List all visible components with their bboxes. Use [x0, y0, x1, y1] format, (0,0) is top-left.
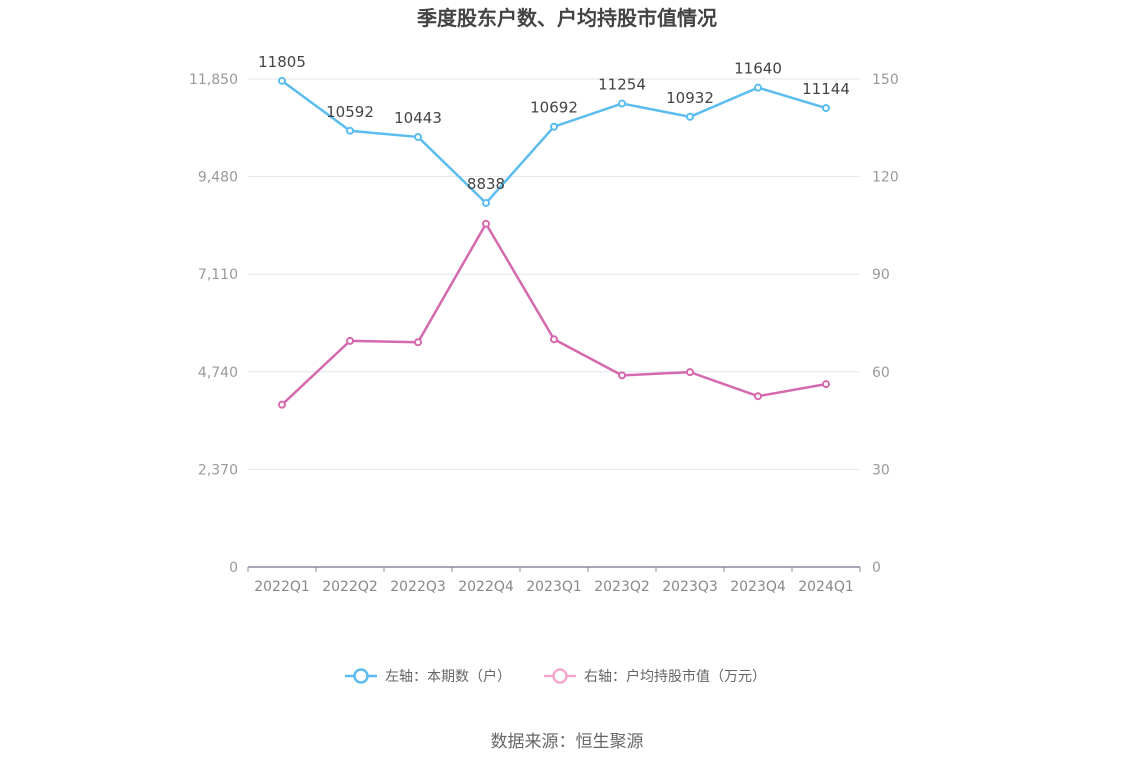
data-point[interactable] [482, 199, 490, 208]
y-right-tick-label: 150 [872, 72, 899, 88]
data-point[interactable] [754, 392, 762, 401]
legend-label: 左轴：本期数（户） [385, 668, 511, 685]
data-point[interactable] [618, 99, 626, 108]
y-left-tick-label: 9,480 [198, 170, 238, 186]
y-right-tick-label: 90 [872, 267, 890, 283]
grid [248, 78, 860, 470]
data-label: 11254 [598, 76, 646, 94]
data-point[interactable] [822, 380, 830, 389]
data-point[interactable] [822, 104, 830, 113]
y-left-tick-label: 4,740 [198, 365, 238, 381]
x-tick-label: 2023Q4 [730, 579, 786, 595]
data-point[interactable] [278, 76, 286, 85]
data-label: 10932 [666, 89, 714, 107]
data-point[interactable] [550, 122, 558, 131]
data-label: 11144 [802, 80, 850, 98]
y-left-tick-label: 11,850 [189, 72, 238, 88]
y-right-tick-label: 30 [872, 462, 890, 478]
y-right-tick-label: 60 [872, 365, 890, 381]
x-tick-label: 2023Q1 [526, 579, 582, 595]
data-label: 10443 [394, 109, 442, 127]
data-point[interactable] [414, 338, 422, 347]
data-label: 10592 [326, 103, 374, 121]
legend-marker [353, 668, 369, 684]
y-left-tick-label: 2,370 [198, 462, 238, 478]
data-point[interactable] [550, 335, 558, 344]
x-tick-label: 2022Q3 [390, 579, 446, 595]
data-point[interactable] [618, 371, 626, 380]
x-tick-label: 2023Q3 [662, 579, 718, 595]
legend-marker [552, 668, 568, 684]
source-note: 数据来源：恒生聚源 [491, 732, 644, 752]
series [278, 76, 830, 409]
data-label: 11805 [258, 53, 306, 71]
x-tick-label: 2022Q2 [322, 579, 378, 595]
x-tick-label: 2022Q1 [254, 579, 310, 595]
legend-label: 右轴：户均持股市值（万元） [584, 668, 766, 685]
data-point[interactable] [482, 219, 490, 228]
data-label: 10692 [530, 99, 578, 117]
x-tick-label: 2022Q4 [458, 579, 514, 595]
legend[interactable]: 左轴：本期数（户） 右轴：户均持股市值（万元） [345, 668, 766, 685]
legend-item[interactable]: 左轴：本期数（户） [345, 668, 511, 685]
y-right-tick-label: 0 [872, 560, 881, 576]
data-point[interactable] [686, 112, 694, 121]
data-point[interactable] [754, 83, 762, 92]
data-point[interactable] [414, 132, 422, 141]
y-left-tick-label: 0 [229, 560, 238, 576]
x-tick-label: 2024Q1 [798, 579, 854, 595]
series-line-2 [281, 222, 827, 406]
data-labels: 11805 10592 10443 8838 10692 11254 10932 11640 1… [258, 53, 850, 193]
data-point[interactable] [278, 400, 286, 409]
x-tick-label: 2023Q2 [594, 579, 650, 595]
axes: 0 0 2,370 30 4,740 60 7,110 90 9,480 120 11,850 150… [189, 72, 899, 595]
data-point[interactable] [346, 126, 354, 135]
chart-title: 季度股东户数、户均持股市值情况 [416, 6, 717, 30]
data-label: 8838 [467, 175, 505, 193]
legend-item[interactable]: 右轴：户均持股市值（万元） [544, 668, 766, 685]
data-point[interactable] [346, 336, 354, 345]
y-right-tick-label: 120 [872, 170, 899, 186]
data-label: 11640 [734, 60, 782, 78]
data-point[interactable] [686, 368, 694, 377]
y-left-tick-label: 7,110 [198, 267, 238, 283]
